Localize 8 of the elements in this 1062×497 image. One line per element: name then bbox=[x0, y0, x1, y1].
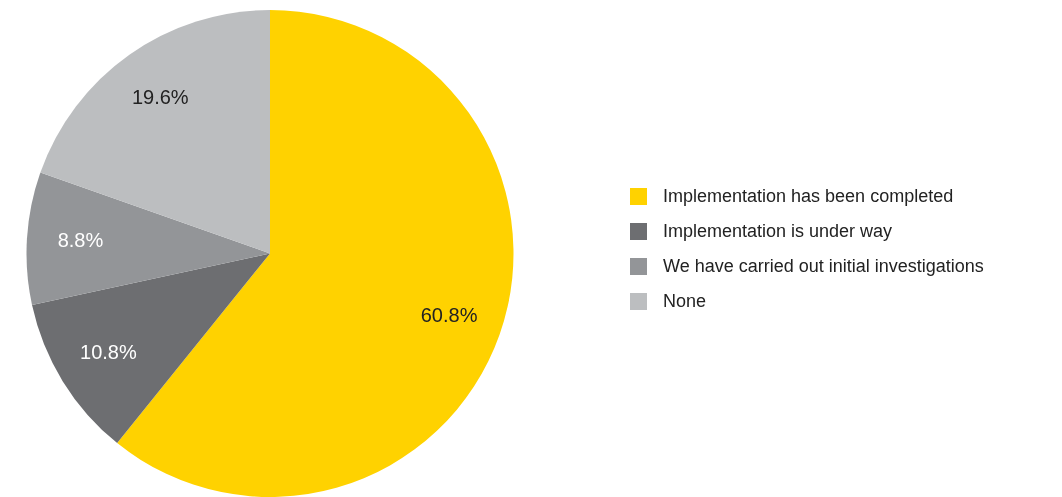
data-label: 19.6% bbox=[131, 85, 189, 108]
legend-label: We have carried out initial investigations bbox=[663, 255, 984, 277]
data-label: 10.8% bbox=[80, 340, 137, 363]
data-label: 8.8% bbox=[57, 229, 104, 252]
legend-label: Implementation has been completed bbox=[663, 185, 954, 207]
legend-label: None bbox=[663, 290, 707, 312]
legend-label: Implementation is under way bbox=[663, 220, 893, 242]
data-label: 60.8% bbox=[420, 304, 478, 327]
